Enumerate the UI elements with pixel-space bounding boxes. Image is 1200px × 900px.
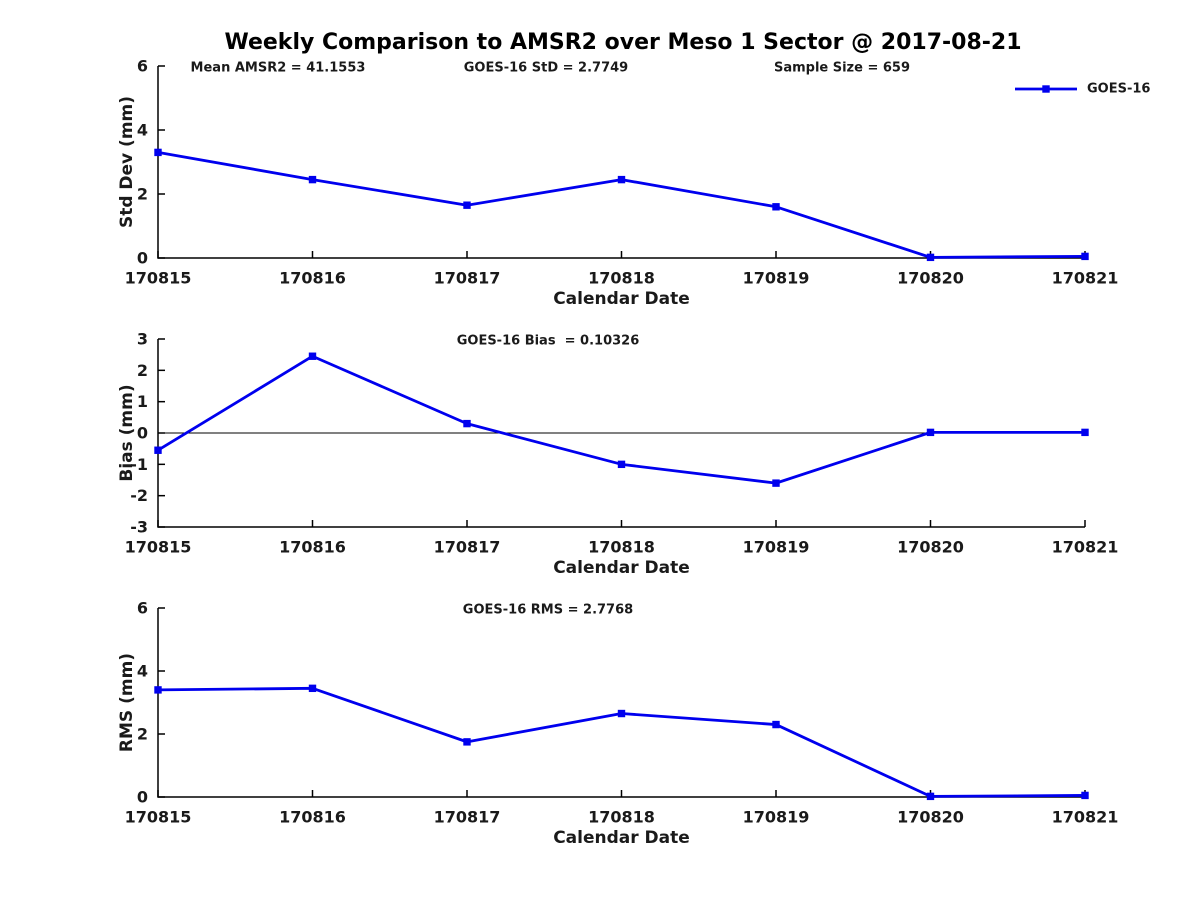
y-tick-label: 4 [137,121,148,140]
data-point-marker [617,709,626,718]
data-point-marker [617,175,626,184]
data-point-marker [617,460,626,469]
data-point-marker [154,148,162,157]
axis-frame [157,66,1085,259]
x-tick-label: 170818 [588,538,655,557]
data-point-marker [772,203,780,211]
data-point-marker [772,479,780,487]
data-point-marker [154,686,162,694]
x-tick-label: 170816 [279,269,346,288]
x-tick-label: 170820 [897,269,964,288]
x-axis-label: Calendar Date [553,289,690,309]
annotation-text: GOES-16 RMS = 2.7768 [463,603,633,618]
data-point-marker [1081,791,1089,800]
y-tick-label: -3 [130,518,148,537]
x-tick-label: 170820 [897,538,964,557]
x-tick-label: 170818 [588,269,655,288]
y-tick-label: 2 [137,185,148,204]
legend-marker [1042,85,1050,93]
y-tick-label: 6 [137,599,148,618]
y-axis-label: RMS (mm) [117,653,137,752]
data-point-marker [772,720,780,729]
y-axis-label: Bias (mm) [117,384,137,481]
x-tick-label: 170815 [125,538,192,557]
x-tick-label: 170821 [1052,269,1119,288]
x-tick-label: 170817 [434,269,501,288]
y-tick-label: -1 [130,455,148,474]
data-point-marker [1081,428,1089,437]
subplot-std-dev: 0 2 4 6 170815 170816 170817 170818 170819 170820… [117,57,1150,310]
annotation-text: Sample Size = 659 [774,61,910,76]
data-point-marker [1081,252,1089,261]
x-tick-label: 170819 [743,538,810,557]
annotation-text: Mean AMSR2 = 41.1553 [191,61,366,76]
x-tick-label: 170819 [743,269,810,288]
x-tick-label: 170817 [434,808,501,827]
x-tick-label: 170817 [434,538,501,557]
y-tick-label: 1 [137,392,148,411]
y-axis-label: Std Dev (mm) [117,96,137,228]
legend: GOES-16 [1015,82,1150,97]
y-tick-label: -2 [130,486,148,505]
x-tick-label: 170820 [897,808,964,827]
x-tick-label: 170815 [125,269,192,288]
y-tick-label: 0 [137,249,148,268]
y-tick-label: 3 [137,330,148,349]
annotation-text: GOES-16 Bias = 0.10326 [457,334,640,349]
data-point-marker [463,419,471,428]
y-tick-label: 6 [137,57,148,76]
figure-title: Weekly Comparison to AMSR2 over Meso 1 S… [224,30,1022,55]
data-line [157,686,1086,798]
data-point-marker [463,201,471,209]
legend-label: GOES-16 [1087,82,1150,97]
x-tick-label: 170818 [588,808,655,827]
data-point-marker [926,253,935,262]
annotation-text: GOES-16 StD = 2.7749 [464,61,628,76]
x-axis-label: Calendar Date [553,558,690,578]
data-line [157,151,1086,259]
x-tick-label: 170821 [1052,538,1119,557]
y-tick-label: 2 [137,361,148,380]
y-tick-label: 2 [137,725,148,744]
x-axis-label: Calendar Date [553,828,690,848]
y-tick-label: 0 [137,424,148,443]
data-point-marker [308,352,317,360]
data-point-marker [926,792,935,801]
axis-frame [157,608,1085,798]
x-tick-label: 170821 [1052,808,1119,827]
y-tick-label: 4 [137,662,148,681]
data-point-marker [308,684,317,693]
subplot-rms: 0 2 4 6 170815 170816 170817 170818 170819 170820… [117,599,1118,849]
data-point-marker [926,428,935,437]
x-tick-label: 170819 [743,808,810,827]
data-point-marker [463,738,471,746]
x-tick-label: 170816 [279,808,346,827]
x-tick-label: 170816 [279,538,346,557]
data-point-marker [308,175,317,184]
data-point-marker [154,446,162,454]
y-tick-label: 0 [137,788,148,807]
x-tick-label: 170815 [125,808,192,827]
